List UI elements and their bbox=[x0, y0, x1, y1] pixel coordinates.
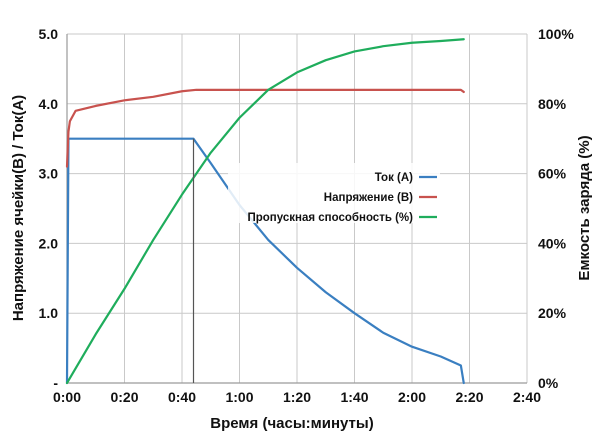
y-left-tick-label: - bbox=[53, 375, 58, 391]
x-axis-title: Время (часы:минуты) bbox=[210, 415, 373, 432]
legend-label: Напряжение (В) bbox=[324, 192, 413, 204]
y-right-tick-label: 20% bbox=[538, 305, 567, 321]
x-tick-labels: 0:00 0:20 0:40 1:00 1:20 1:40 2:00 2:20 2:40 bbox=[53, 389, 541, 405]
y-left-axis-title: Напряжение ячейки(В) / Ток(А) bbox=[10, 95, 27, 321]
x-tick-label: 1:20 bbox=[283, 389, 311, 405]
legend: Ток (A) Напряжение (В) Пропускная способно… bbox=[228, 163, 440, 224]
legend-label: Пропускная способность (%) bbox=[247, 212, 413, 224]
y-left-tick-label: 5.0 bbox=[39, 26, 59, 42]
y-left-tick-label: 4.0 bbox=[39, 96, 59, 112]
x-tick-label: 2:00 bbox=[398, 389, 426, 405]
y-left-tick-labels: - 1.0 2.0 3.0 4.0 5.0 bbox=[39, 26, 59, 391]
x-tick-label: 0:40 bbox=[168, 389, 196, 405]
y-right-tick-labels: 0% 20% 40% 60% 80% 100% bbox=[538, 26, 574, 391]
series-line-2 bbox=[65, 88, 465, 168]
y-right-tick-label: 40% bbox=[538, 235, 567, 251]
x-tick-label: 2:20 bbox=[455, 389, 483, 405]
x-tick-label: 2:40 bbox=[513, 389, 541, 405]
y-right-tick-label: 0% bbox=[538, 375, 559, 391]
series-line-3 bbox=[65, 38, 465, 385]
y-left-tick-label: 2.0 bbox=[39, 235, 59, 251]
legend-box bbox=[228, 163, 440, 223]
x-tick-label: 1:40 bbox=[340, 389, 368, 405]
legend-label: Ток (A) bbox=[375, 172, 413, 184]
x-tick-label: 0:00 bbox=[53, 389, 81, 405]
y-right-axis-title: Емкость заряда (%) bbox=[576, 135, 593, 280]
y-left-tick-label: 3.0 bbox=[39, 166, 59, 182]
y-right-tick-label: 80% bbox=[538, 96, 567, 112]
y-right-tick-label: 100% bbox=[538, 26, 574, 42]
y-right-tick-label: 60% bbox=[538, 166, 567, 182]
x-tick-label: 1:00 bbox=[225, 389, 253, 405]
x-tick-label: 0:20 bbox=[110, 389, 138, 405]
y-left-tick-label: 1.0 bbox=[39, 305, 59, 321]
